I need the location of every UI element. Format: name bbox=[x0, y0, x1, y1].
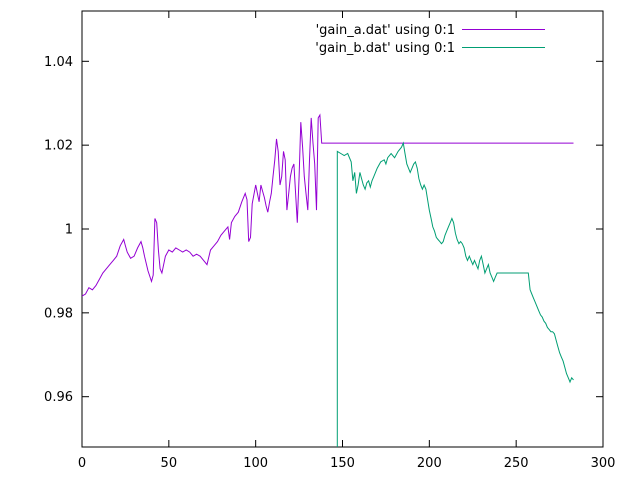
x-tick-label: 200 bbox=[417, 456, 442, 471]
legend-label-gain-a: 'gain_a.dat' using 0:1 bbox=[316, 23, 455, 38]
y-tick-label: 0.98 bbox=[44, 306, 73, 321]
x-tick-label: 250 bbox=[504, 456, 529, 471]
y-tick-label: 1 bbox=[65, 223, 73, 238]
x-tick-label: 100 bbox=[243, 456, 268, 471]
y-tick-label: 0.96 bbox=[44, 390, 73, 405]
legend-label-gain-b: 'gain_b.dat' using 0:1 bbox=[315, 41, 455, 56]
x-tick-label: 0 bbox=[78, 456, 86, 471]
plot-border bbox=[81, 10, 604, 448]
legend: 'gain_a.dat' using 0:1 'gain_b.dat' usin… bbox=[315, 23, 545, 56]
x-tick-label: 150 bbox=[330, 456, 355, 471]
x-tick-label: 300 bbox=[591, 456, 616, 471]
x-tick-label: 50 bbox=[161, 456, 178, 471]
series-gain-b-line bbox=[336, 141, 574, 447]
y-tick-label: 1.04 bbox=[44, 55, 73, 70]
y-tick-label: 1.02 bbox=[44, 139, 73, 154]
series-gain-a-line bbox=[81, 113, 574, 297]
axes-layer: 0 50 100 150 200 250 300 0.96 0.98 1 1.02 1.04 bbox=[44, 10, 616, 471]
